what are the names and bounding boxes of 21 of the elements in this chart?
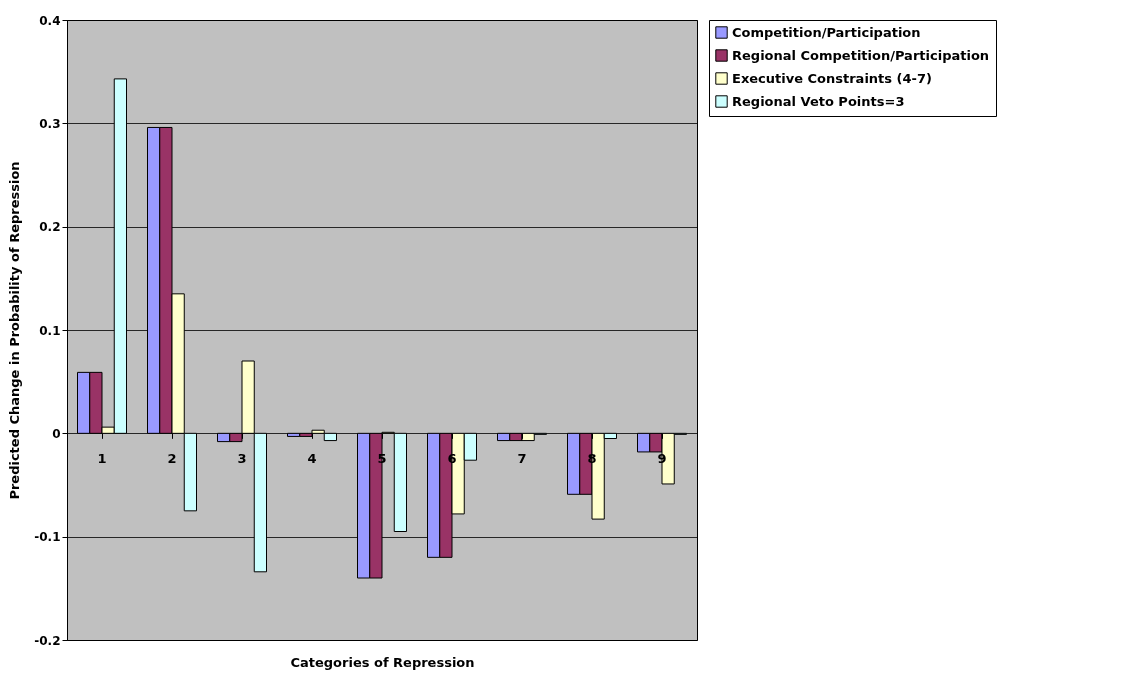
x-tick-label: 9 xyxy=(657,450,667,466)
y-tick-label: -0.1 xyxy=(34,530,61,545)
y-tick-label: 0.4 xyxy=(39,13,61,28)
x-tick-label: 7 xyxy=(517,450,527,466)
legend-label: Executive Constraints (4-7) xyxy=(732,70,932,86)
y-tick-label: -0.2 xyxy=(34,633,61,648)
x-tick-label: 6 xyxy=(447,450,457,466)
y-tick-label: 0.1 xyxy=(39,323,61,338)
y-axis-title: Predicted Change in Probability of Repression xyxy=(7,161,23,500)
legend-label: Competition/Participation xyxy=(732,24,921,40)
x-axis-title: Categories of Repression xyxy=(290,654,475,670)
y-tick-label: 0.2 xyxy=(39,220,61,235)
x-tick-label: 8 xyxy=(587,450,597,466)
y-tick-label: 0 xyxy=(52,426,61,441)
legend-label: Regional Veto Points=3 xyxy=(732,93,905,109)
x-tick-label: 2 xyxy=(167,450,177,466)
y-tick-label: 0.3 xyxy=(39,116,61,131)
x-tick-label: 1 xyxy=(97,450,107,466)
x-tick-label: 4 xyxy=(307,450,317,466)
legend-label: Regional Competition/Participation xyxy=(732,47,990,63)
x-tick-label: 3 xyxy=(237,450,247,466)
